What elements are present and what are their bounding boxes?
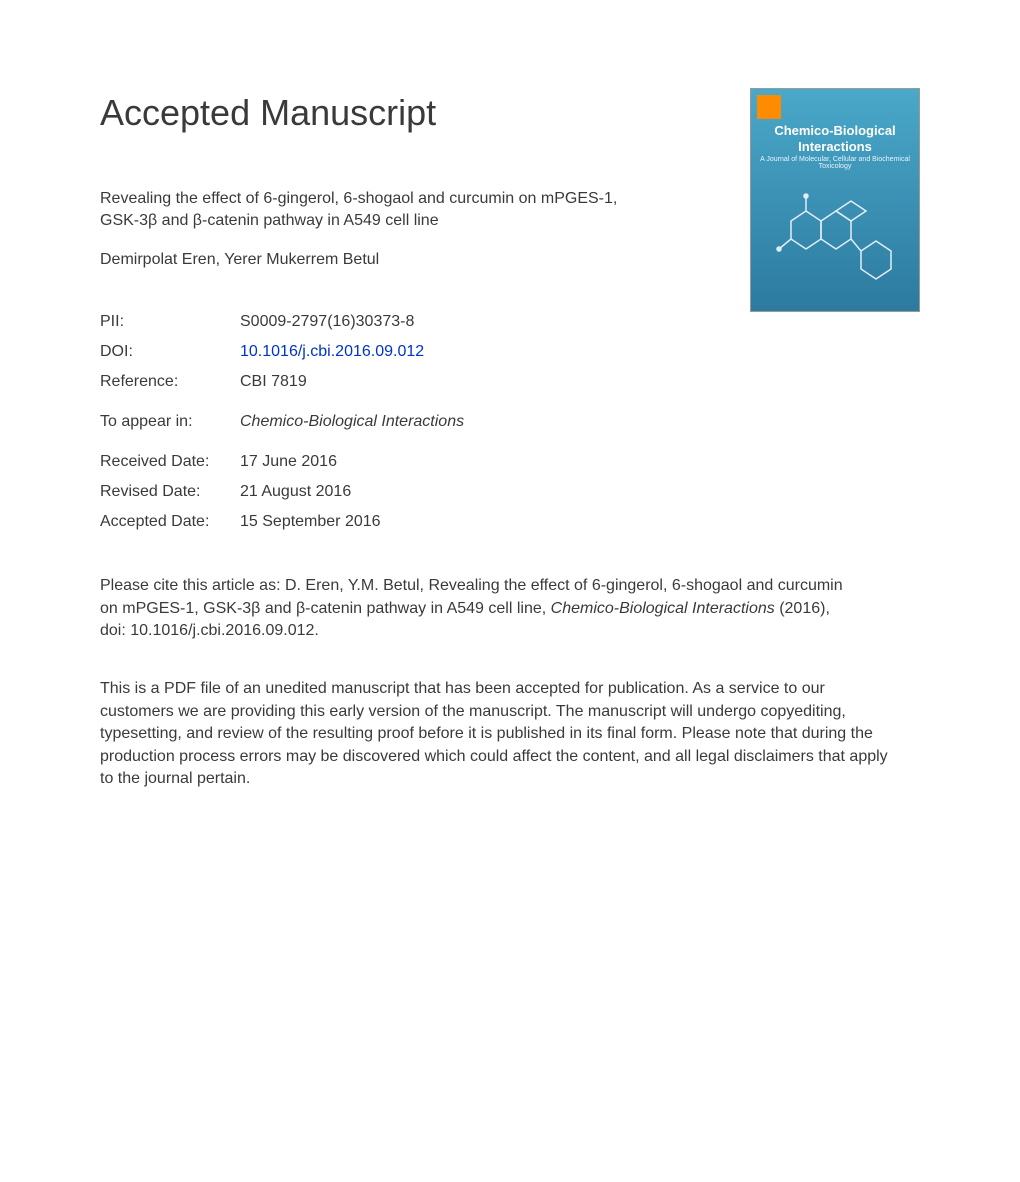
meta-row-reference: Reference: CBI 7819 (100, 373, 920, 391)
meta-value-appear: Chemico-Biological Interactions (240, 413, 464, 431)
meta-row-received: Received Date: 17 June 2016 (100, 453, 920, 471)
journal-cover: Chemico-Biological Interactions A Journa… (750, 88, 920, 312)
doi-link[interactable]: 10.1016/j.cbi.2016.09.012 (240, 343, 424, 361)
article-block: Revealing the effect of 6-gingerol, 6-sh… (100, 188, 660, 269)
meta-label: To appear in: (100, 413, 240, 431)
publisher-logo-icon (757, 95, 781, 119)
meta-label: Accepted Date: (100, 513, 240, 531)
metadata-table: PII: S0009-2797(16)30373-8 DOI: 10.1016/… (100, 313, 920, 531)
article-authors: Demirpolat Eren, Yerer Mukerrem Betul (100, 251, 660, 269)
meta-label: Received Date: (100, 453, 240, 471)
citation-text: Please cite this article as: D. Eren, Y.… (100, 575, 860, 642)
disclaimer-text: This is a PDF file of an unedited manusc… (100, 678, 900, 790)
meta-value-accepted: 15 September 2016 (240, 513, 381, 531)
meta-row-pii: PII: S0009-2797(16)30373-8 (100, 313, 920, 331)
meta-label: Reference: (100, 373, 240, 391)
page-title: Accepted Manuscript (100, 92, 436, 134)
citation-journal: Chemico-Biological Interactions (551, 600, 775, 617)
meta-label: DOI: (100, 343, 240, 361)
cover-journal-title: Chemico-Biological Interactions (757, 123, 913, 154)
meta-value-revised: 21 August 2016 (240, 483, 351, 501)
meta-value-received: 17 June 2016 (240, 453, 337, 471)
article-title: Revealing the effect of 6-gingerol, 6-sh… (100, 188, 660, 231)
meta-row-doi: DOI: 10.1016/j.cbi.2016.09.012 (100, 343, 920, 361)
meta-label: PII: (100, 313, 240, 331)
meta-row-appear: To appear in: Chemico-Biological Interac… (100, 413, 920, 431)
meta-label: Revised Date: (100, 483, 240, 501)
meta-value-reference: CBI 7819 (240, 373, 307, 391)
meta-row-revised: Revised Date: 21 August 2016 (100, 483, 920, 501)
meta-row-accepted: Accepted Date: 15 September 2016 (100, 513, 920, 531)
meta-value-pii: S0009-2797(16)30373-8 (240, 313, 414, 331)
molecule-diagram-icon (761, 161, 911, 301)
